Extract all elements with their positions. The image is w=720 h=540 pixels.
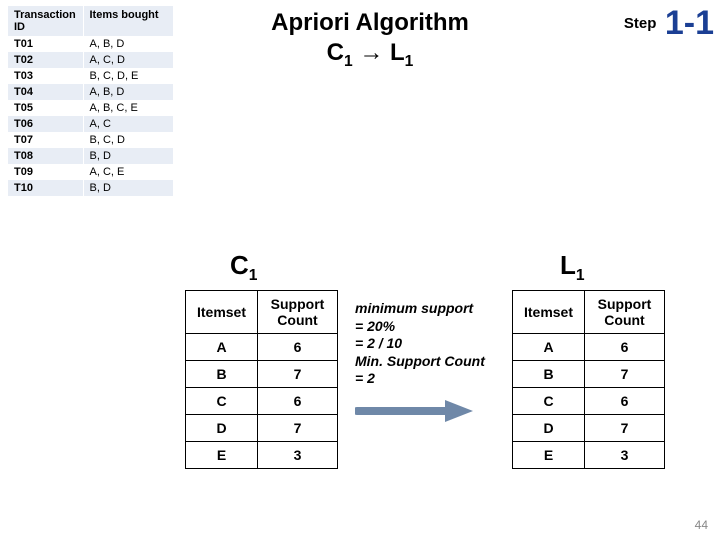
support-cell: 6	[258, 334, 338, 361]
trans-items: B, D	[83, 180, 173, 196]
itemset-cell: C	[513, 388, 585, 415]
l1-table: Itemset Support Count A6B7C6D7E3	[512, 290, 665, 469]
table-row: A6	[513, 334, 665, 361]
trans-items: A, C, E	[83, 164, 173, 180]
itemset-cell: C	[186, 388, 258, 415]
table-row: T06A, C	[8, 116, 173, 132]
support-cell: 7	[258, 361, 338, 388]
table-row: T05A, B, C, E	[8, 100, 173, 116]
page-title: Apriori Algorithm C1 → L1	[240, 8, 500, 71]
trans-items: B, C, D	[83, 132, 173, 148]
trans-items: A, C	[83, 116, 173, 132]
itemset-cell: B	[513, 361, 585, 388]
table-row: B7	[186, 361, 338, 388]
support-cell: 7	[585, 361, 665, 388]
trans-items: B, C, D, E	[83, 68, 173, 84]
l1-label: L1	[560, 250, 585, 285]
support-cell: 7	[258, 415, 338, 442]
itemset-cell: A	[186, 334, 258, 361]
trans-items: A, B, D	[83, 36, 173, 52]
table-row: T10B, D	[8, 180, 173, 196]
trans-id: T06	[8, 116, 83, 132]
support-cell: 6	[585, 388, 665, 415]
table-row: C6	[513, 388, 665, 415]
arrow-icon	[355, 398, 475, 424]
trans-id: T08	[8, 148, 83, 164]
c1-label: C1	[230, 250, 257, 285]
c1-table: Itemset Support Count A6B7C6D7E3	[185, 290, 338, 469]
trans-id: T07	[8, 132, 83, 148]
table-row: T07B, C, D	[8, 132, 173, 148]
itemset-cell: E	[513, 442, 585, 469]
table-row: D7	[513, 415, 665, 442]
trans-items: A, C, D	[83, 52, 173, 68]
step-indicator: Step 1-1	[624, 4, 714, 43]
itemset-cell: E	[186, 442, 258, 469]
table-row: T02A, C, D	[8, 52, 173, 68]
table-row: C6	[186, 388, 338, 415]
table-row: A6	[186, 334, 338, 361]
itemset-cell: D	[186, 415, 258, 442]
trans-id: T04	[8, 84, 83, 100]
title-line2: C1 → L1	[240, 38, 500, 71]
trans-items: A, B, D	[83, 84, 173, 100]
c1-header-itemset: Itemset	[186, 291, 258, 334]
itemset-cell: D	[513, 415, 585, 442]
min-support-note: minimum support = 20% = 2 / 10 Min. Supp…	[355, 300, 485, 388]
table-row: T01A, B, D	[8, 36, 173, 52]
title-line1: Apriori Algorithm	[240, 8, 500, 38]
c1-header-support: Support Count	[258, 291, 338, 334]
trans-header-items: Items bought	[83, 6, 173, 36]
page-number: 44	[695, 518, 708, 532]
trans-items: B, D	[83, 148, 173, 164]
trans-header-id: Transaction ID	[8, 6, 83, 36]
table-row: T09A, C, E	[8, 164, 173, 180]
trans-items: A, B, C, E	[83, 100, 173, 116]
trans-id: T10	[8, 180, 83, 196]
table-row: T03B, C, D, E	[8, 68, 173, 84]
support-cell: 3	[585, 442, 665, 469]
support-cell: 7	[585, 415, 665, 442]
l1-header-support: Support Count	[585, 291, 665, 334]
trans-id: T03	[8, 68, 83, 84]
support-cell: 6	[585, 334, 665, 361]
itemset-cell: B	[186, 361, 258, 388]
step-label: Step	[624, 15, 657, 32]
table-row: B7	[513, 361, 665, 388]
trans-id: T02	[8, 52, 83, 68]
table-row: T04A, B, D	[8, 84, 173, 100]
transaction-table: Transaction ID Items bought T01A, B, DT0…	[8, 6, 174, 196]
step-number: 1-1	[665, 4, 714, 42]
l1-header-itemset: Itemset	[513, 291, 585, 334]
trans-id: T01	[8, 36, 83, 52]
table-row: E3	[513, 442, 665, 469]
table-row: E3	[186, 442, 338, 469]
itemset-cell: A	[513, 334, 585, 361]
table-row: T08B, D	[8, 148, 173, 164]
table-row: D7	[186, 415, 338, 442]
support-cell: 6	[258, 388, 338, 415]
trans-id: T09	[8, 164, 83, 180]
support-cell: 3	[258, 442, 338, 469]
trans-id: T05	[8, 100, 83, 116]
